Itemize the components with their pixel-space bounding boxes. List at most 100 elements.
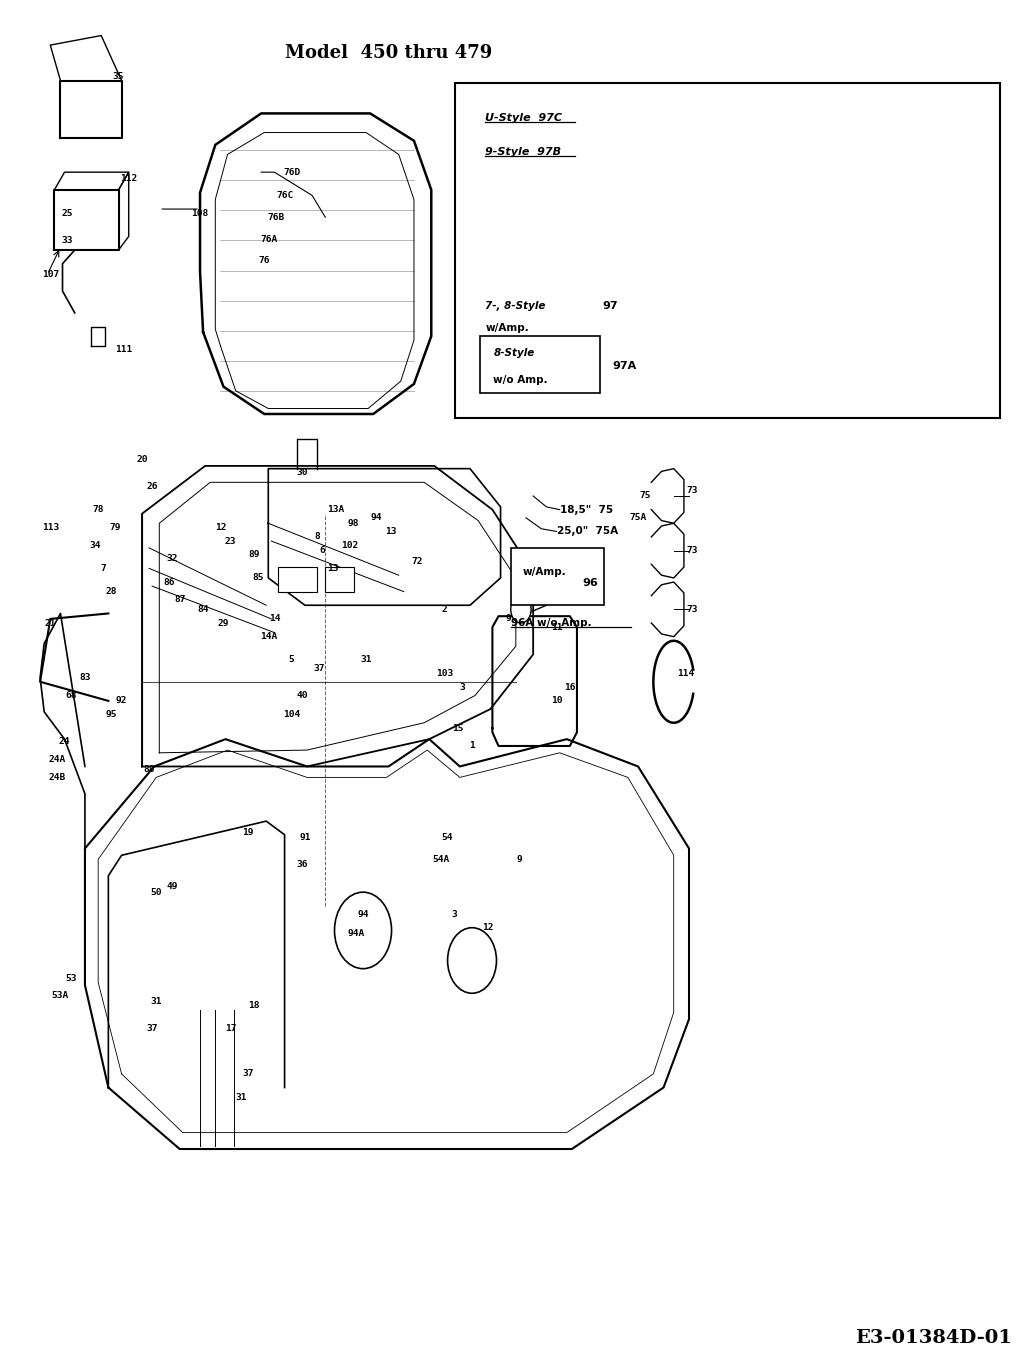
Text: 12: 12 (483, 923, 494, 932)
Text: 5: 5 (289, 656, 294, 664)
Text: 3: 3 (459, 683, 464, 691)
Text: 31: 31 (360, 656, 372, 664)
Text: 76C: 76C (276, 190, 293, 200)
Text: 19: 19 (243, 827, 254, 836)
Text: 28: 28 (105, 587, 118, 596)
Text: 75: 75 (640, 491, 651, 501)
Text: 104: 104 (283, 711, 300, 719)
Text: 73: 73 (686, 546, 698, 554)
Text: 103: 103 (436, 669, 453, 678)
Text: 112: 112 (120, 174, 137, 183)
Text: 11: 11 (551, 623, 562, 631)
Text: 13: 13 (327, 564, 338, 572)
Text: 9: 9 (516, 854, 522, 864)
Text: 14: 14 (268, 615, 280, 623)
Text: 2: 2 (442, 605, 448, 613)
Text: 96: 96 (582, 578, 598, 589)
Text: 24: 24 (59, 738, 70, 746)
Text: 13A: 13A (327, 505, 344, 515)
Text: 34: 34 (90, 541, 101, 549)
Text: 15: 15 (452, 724, 463, 732)
Text: 6: 6 (320, 546, 325, 554)
Text: 13: 13 (385, 527, 396, 537)
Text: 87: 87 (174, 596, 186, 604)
Text: 85: 85 (253, 574, 264, 582)
Text: 1: 1 (470, 742, 475, 750)
Text: 83: 83 (79, 674, 91, 682)
Text: 14A: 14A (260, 632, 277, 641)
Text: 26: 26 (147, 482, 158, 491)
Text: 40: 40 (296, 691, 308, 700)
Text: 68: 68 (65, 691, 76, 700)
Text: 32: 32 (167, 554, 179, 563)
Text: 114: 114 (677, 669, 695, 678)
Text: 111: 111 (115, 345, 132, 355)
Text: 12: 12 (215, 523, 226, 533)
Text: 25,0"  75A: 25,0" 75A (556, 527, 618, 537)
Text: 23: 23 (225, 537, 236, 546)
Bar (511, 548, 605, 605)
Text: 24B: 24B (49, 773, 66, 782)
Text: 3: 3 (452, 909, 457, 919)
Text: 91: 91 (299, 832, 311, 842)
Text: 72: 72 (412, 557, 423, 565)
Text: 86: 86 (164, 578, 175, 586)
Text: 79: 79 (109, 523, 121, 533)
Text: 113: 113 (41, 523, 59, 533)
Text: w/o Amp.: w/o Amp. (493, 375, 548, 385)
Text: 9: 9 (506, 615, 512, 623)
Text: 8-Style: 8-Style (493, 348, 535, 357)
Text: 98: 98 (347, 519, 358, 528)
Text: 24A: 24A (49, 756, 66, 764)
Text: 75A: 75A (630, 513, 647, 523)
Text: 33: 33 (62, 235, 73, 245)
Text: 84: 84 (197, 605, 208, 613)
Text: U-Style  97C: U-Style 97C (485, 112, 562, 122)
Text: 73: 73 (686, 605, 698, 613)
Text: 50: 50 (151, 887, 162, 897)
Text: 54A: 54A (432, 854, 450, 864)
Text: 73: 73 (686, 486, 698, 496)
Text: 37: 37 (243, 1069, 254, 1079)
Text: 94A: 94A (348, 928, 364, 938)
Circle shape (511, 596, 531, 623)
Text: 8: 8 (315, 533, 320, 542)
Bar (480, 337, 601, 393)
Text: 17: 17 (225, 1024, 236, 1034)
Text: 107: 107 (41, 270, 59, 279)
Circle shape (334, 893, 391, 969)
Text: 21: 21 (44, 619, 56, 627)
Text: 9-Style  97B: 9-Style 97B (485, 146, 561, 156)
Text: 102: 102 (342, 541, 358, 549)
Text: Model  450 thru 479: Model 450 thru 479 (285, 44, 492, 63)
Text: 36: 36 (296, 860, 308, 869)
Text: 95: 95 (105, 711, 118, 719)
Text: w/Amp.: w/Amp. (523, 568, 567, 578)
Text: w/Amp.: w/Amp. (485, 323, 529, 333)
Text: 76D: 76D (283, 167, 300, 177)
Text: 35: 35 (112, 73, 124, 81)
Text: 96A w/o Amp.: 96A w/o Amp. (511, 617, 591, 628)
Text: 37: 37 (147, 1024, 158, 1034)
Text: 7: 7 (100, 564, 106, 572)
Text: 97A: 97A (613, 361, 637, 371)
Bar (455, 84, 1000, 418)
Bar (279, 567, 317, 591)
Text: 7-, 8-Style: 7-, 8-Style (485, 301, 546, 311)
Text: 18,5"  75: 18,5" 75 (559, 505, 613, 515)
Text: 29: 29 (218, 619, 229, 627)
Text: 94: 94 (357, 909, 368, 919)
Text: 89: 89 (249, 550, 260, 559)
Text: 76A: 76A (261, 234, 278, 244)
Bar (325, 567, 354, 591)
Circle shape (448, 928, 496, 994)
Text: 16: 16 (565, 683, 576, 691)
Text: 94: 94 (370, 513, 382, 523)
Text: 31: 31 (235, 1092, 247, 1102)
Text: 92: 92 (116, 697, 127, 705)
Text: 18: 18 (249, 1001, 260, 1010)
Text: 30: 30 (296, 468, 308, 478)
Text: 53: 53 (65, 973, 76, 983)
Text: 53A: 53A (52, 991, 69, 1001)
Text: 108: 108 (191, 208, 208, 218)
